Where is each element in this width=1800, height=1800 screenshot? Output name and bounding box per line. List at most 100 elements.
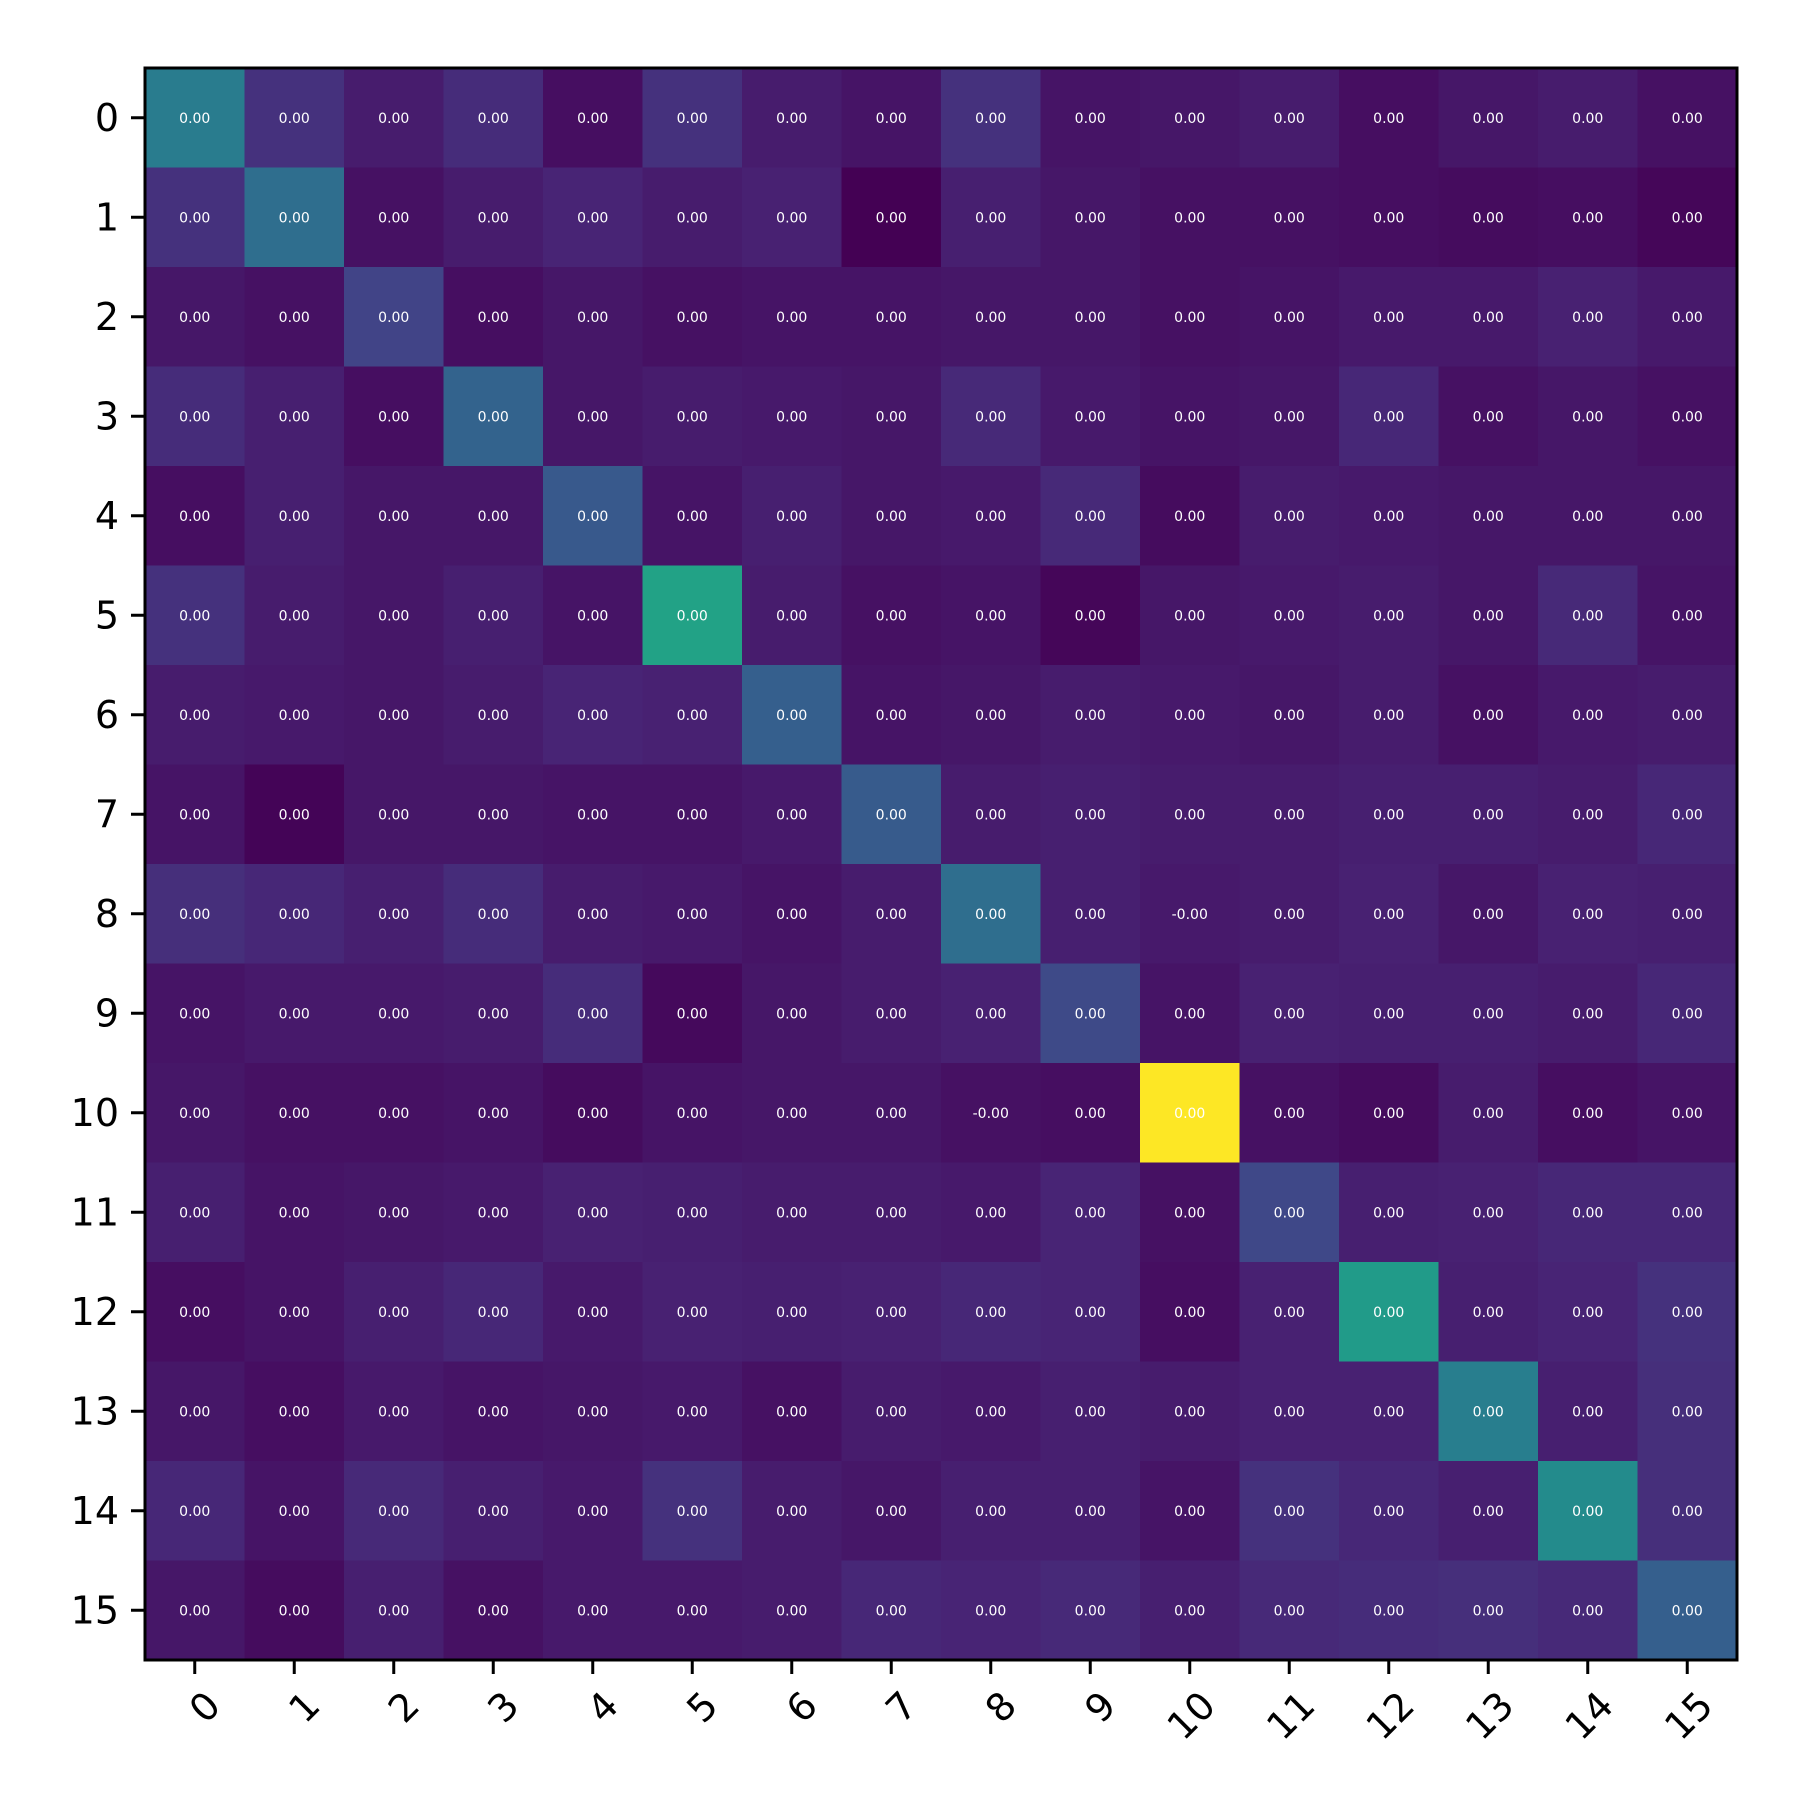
heatmap-cell-r2-c15 [1637, 267, 1738, 368]
heatmap-cell-r2-c10 [1140, 267, 1241, 368]
cell-value-label: 0.00 [876, 907, 907, 923]
heatmap-cell-r14-c5 [642, 1461, 743, 1562]
cell-value-label: 0.00 [776, 1006, 807, 1022]
cell-value-label: 0.00 [677, 310, 708, 326]
heatmap-cell-r15-c6 [742, 1560, 843, 1661]
cell-value-label: 0.00 [1075, 310, 1106, 326]
heatmap-cell-r13-c6 [742, 1361, 843, 1462]
cell-value-label: 0.00 [1373, 907, 1404, 923]
x-tick-label: 11 [1258, 1683, 1323, 1748]
heatmap-cell-r13-c15 [1637, 1361, 1738, 1462]
cell-value-label: 0.00 [577, 708, 608, 724]
cell-value-label: 0.00 [1174, 1305, 1205, 1321]
cell-value-label: 0.00 [1572, 608, 1603, 624]
cell-value-label: 0.00 [1473, 509, 1504, 525]
x-tick-label: 5 [678, 1683, 726, 1731]
x-axis-ticks: 0 1 2 3 4 5 6 7 8 9 10 11 12 13 14 15 [181, 1660, 1721, 1748]
cell-value-label: 0.00 [876, 1106, 907, 1122]
cell-value-label: 0.00 [1174, 1404, 1205, 1420]
cell-value-label: 0.00 [876, 111, 907, 127]
cell-value-label: 0.00 [1473, 1603, 1504, 1619]
heatmap-cell-r7-c0 [145, 764, 246, 865]
y-tick-label: 6 [95, 693, 119, 737]
cell-value-label: 0.00 [478, 310, 509, 326]
heatmap-cell-r3-c13 [1438, 366, 1539, 467]
heatmap-cell-r1-c8 [941, 167, 1042, 268]
heatmap-cell-r1-c9 [1040, 167, 1141, 268]
cell-value-label: 0.00 [1274, 210, 1305, 226]
heatmap-cell-r15-c1 [244, 1560, 345, 1661]
cell-value-label: 0.00 [577, 310, 608, 326]
cell-value-label: 0.00 [1572, 1603, 1603, 1619]
cell-value-label: 0.00 [577, 509, 608, 525]
cell-value-label: 0.00 [1274, 1006, 1305, 1022]
heatmap-cell-r8-c3 [443, 864, 544, 965]
heatmap-cell-r10-c9 [1040, 1063, 1141, 1164]
cell-value-label: 0.00 [478, 509, 509, 525]
heatmap-cell-r8-c14 [1538, 864, 1639, 965]
cell-value-label: 0.00 [975, 1603, 1006, 1619]
cell-value-label: 0.00 [577, 1205, 608, 1221]
heatmap-cell-r1-c11 [1239, 167, 1340, 268]
heatmap-cell-r1-c7 [841, 167, 942, 268]
heatmap-cell-r3-c2 [344, 366, 445, 467]
heatmap-cell-r10-c15 [1637, 1063, 1738, 1164]
heatmap-cell-r4-c5 [642, 466, 743, 567]
heatmap-cell-r8-c5 [642, 864, 743, 965]
heatmap-cell-r3-c4 [543, 366, 644, 467]
heatmap-cell-r2-c4 [543, 267, 644, 368]
heatmap-cell-r2-c12 [1339, 267, 1440, 368]
cell-value-label: 0.00 [378, 807, 409, 823]
cell-value-label: 0.00 [279, 409, 310, 425]
cell-value-label: 0.00 [876, 1006, 907, 1022]
cell-value-label: 0.00 [1373, 708, 1404, 724]
heatmap-cell-r12-c2 [344, 1262, 445, 1363]
cell-value-label: 0.00 [876, 1504, 907, 1520]
cell-value-label: 0.00 [279, 708, 310, 724]
cell-value-label: 0.00 [478, 608, 509, 624]
plot-frame [143, 66, 1739, 1662]
heatmap-cell-r7-c8 [941, 764, 1042, 865]
cell-value-label: 0.00 [776, 1404, 807, 1420]
heatmap-cell-r0-c11 [1239, 68, 1340, 169]
cell-value-label: 0.00 [1274, 807, 1305, 823]
heatmap-cell-r14-c6 [742, 1461, 843, 1562]
cell-value-label: 0.00 [1473, 807, 1504, 823]
heatmap-cell-r10-c7 [841, 1063, 942, 1164]
x-tick-label: 9 [1076, 1683, 1124, 1731]
heatmap-cell-r7-c14 [1538, 764, 1639, 865]
cell-value-label: 0.00 [179, 509, 210, 525]
heatmap-cell-r5-c6 [742, 565, 843, 666]
cell-value-label: 0.00 [1373, 111, 1404, 127]
cell-value-label: 0.00 [975, 509, 1006, 525]
cell-value-label: 0.00 [776, 608, 807, 624]
cell-value-label: 0.00 [975, 608, 1006, 624]
cell-value-label: 0.00 [876, 1404, 907, 1420]
heatmap-cell-r15-c11 [1239, 1560, 1340, 1661]
heatmap-cell-r8-c9 [1040, 864, 1141, 965]
heatmap-cell-r14-c2 [344, 1461, 445, 1562]
cell-value-label: 0.00 [577, 1504, 608, 1520]
heatmap-cell-r15-c12 [1339, 1560, 1440, 1661]
cell-value-label: 0.00 [1075, 608, 1106, 624]
heatmap-cell-r0-c0 [145, 68, 246, 169]
heatmap-cell-r3-c15 [1637, 366, 1738, 467]
heatmap-cell-r4-c8 [941, 466, 1042, 567]
heatmap-cell-r6-c5 [642, 665, 743, 766]
cell-value-label: 0.00 [478, 1504, 509, 1520]
cell-value-label: 0.00 [677, 608, 708, 624]
cell-value-label: 0.00 [478, 210, 509, 226]
heatmap-cell-r12-c14 [1538, 1262, 1639, 1363]
heatmap-cell-r11-c5 [642, 1162, 743, 1263]
heatmap-cell-r0-c9 [1040, 68, 1141, 169]
cell-value-label: 0.00 [1075, 409, 1106, 425]
cell-value-label: 0.00 [1075, 1404, 1106, 1420]
cell-value-label: 0.00 [478, 907, 509, 923]
cell-value-label: 0.00 [1373, 807, 1404, 823]
cell-value-label: 0.00 [876, 509, 907, 525]
heatmap-cell-r1-c10 [1140, 167, 1241, 268]
heatmap-cell-r13-c9 [1040, 1361, 1141, 1462]
x-tick-label: 4 [579, 1683, 627, 1731]
heatmap-cell-r6-c0 [145, 665, 246, 766]
cell-value-label: 0.00 [279, 907, 310, 923]
